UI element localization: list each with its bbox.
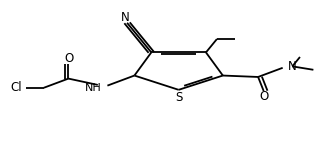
Text: N: N bbox=[121, 11, 130, 24]
Text: O: O bbox=[64, 52, 73, 65]
Text: O: O bbox=[259, 90, 268, 103]
Text: Cl: Cl bbox=[11, 81, 23, 94]
Text: S: S bbox=[175, 91, 182, 104]
Text: NH: NH bbox=[85, 83, 101, 93]
Text: N: N bbox=[288, 60, 297, 73]
